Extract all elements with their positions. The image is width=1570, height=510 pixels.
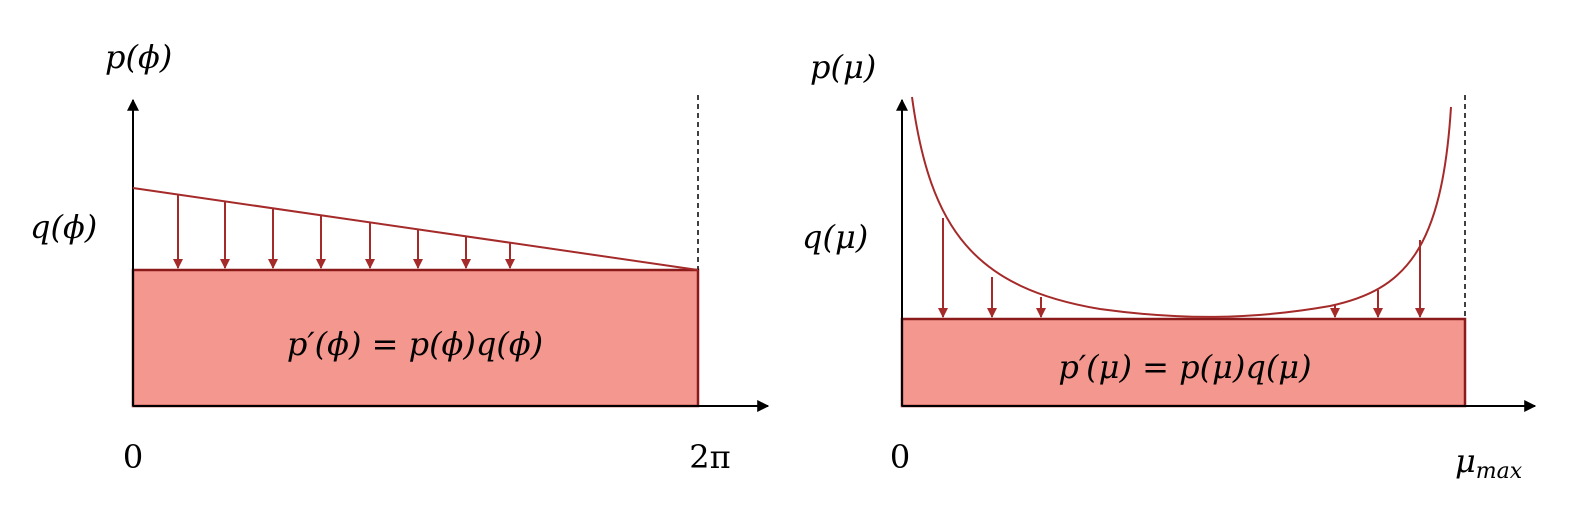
- right-panel: p(μ) q(μ) p′(μ) = p(μ)q(μ) 0 μmax: [802, 48, 1537, 484]
- formula: p′(μ) = p(μ)q(μ): [1058, 348, 1311, 386]
- q-curve: [132, 187, 699, 271]
- scaling-arrows: [173, 195, 515, 269]
- y-label: p(ϕ): [105, 38, 172, 76]
- q-label: q(μ): [802, 218, 868, 256]
- x-start-label: 0: [890, 438, 910, 476]
- x-start-label: 0: [123, 438, 143, 476]
- y-label: p(μ): [810, 48, 876, 86]
- q-label: q(ϕ): [30, 208, 97, 246]
- q-curve: [911, 96, 1452, 318]
- left-panel: p(ϕ) q(ϕ) p′(ϕ) = p(ϕ)q(ϕ) 0 2π: [30, 38, 770, 476]
- x-end-label: μmax: [1455, 442, 1523, 484]
- x-end-label: 2π: [689, 438, 730, 476]
- x-end-base: μ: [1455, 442, 1476, 480]
- formula: p′(ϕ) = p(ϕ)q(ϕ): [287, 325, 543, 363]
- x-end-subscript: max: [1476, 459, 1523, 484]
- product-region: [131, 268, 700, 408]
- scaling-arrows: [938, 218, 1425, 318]
